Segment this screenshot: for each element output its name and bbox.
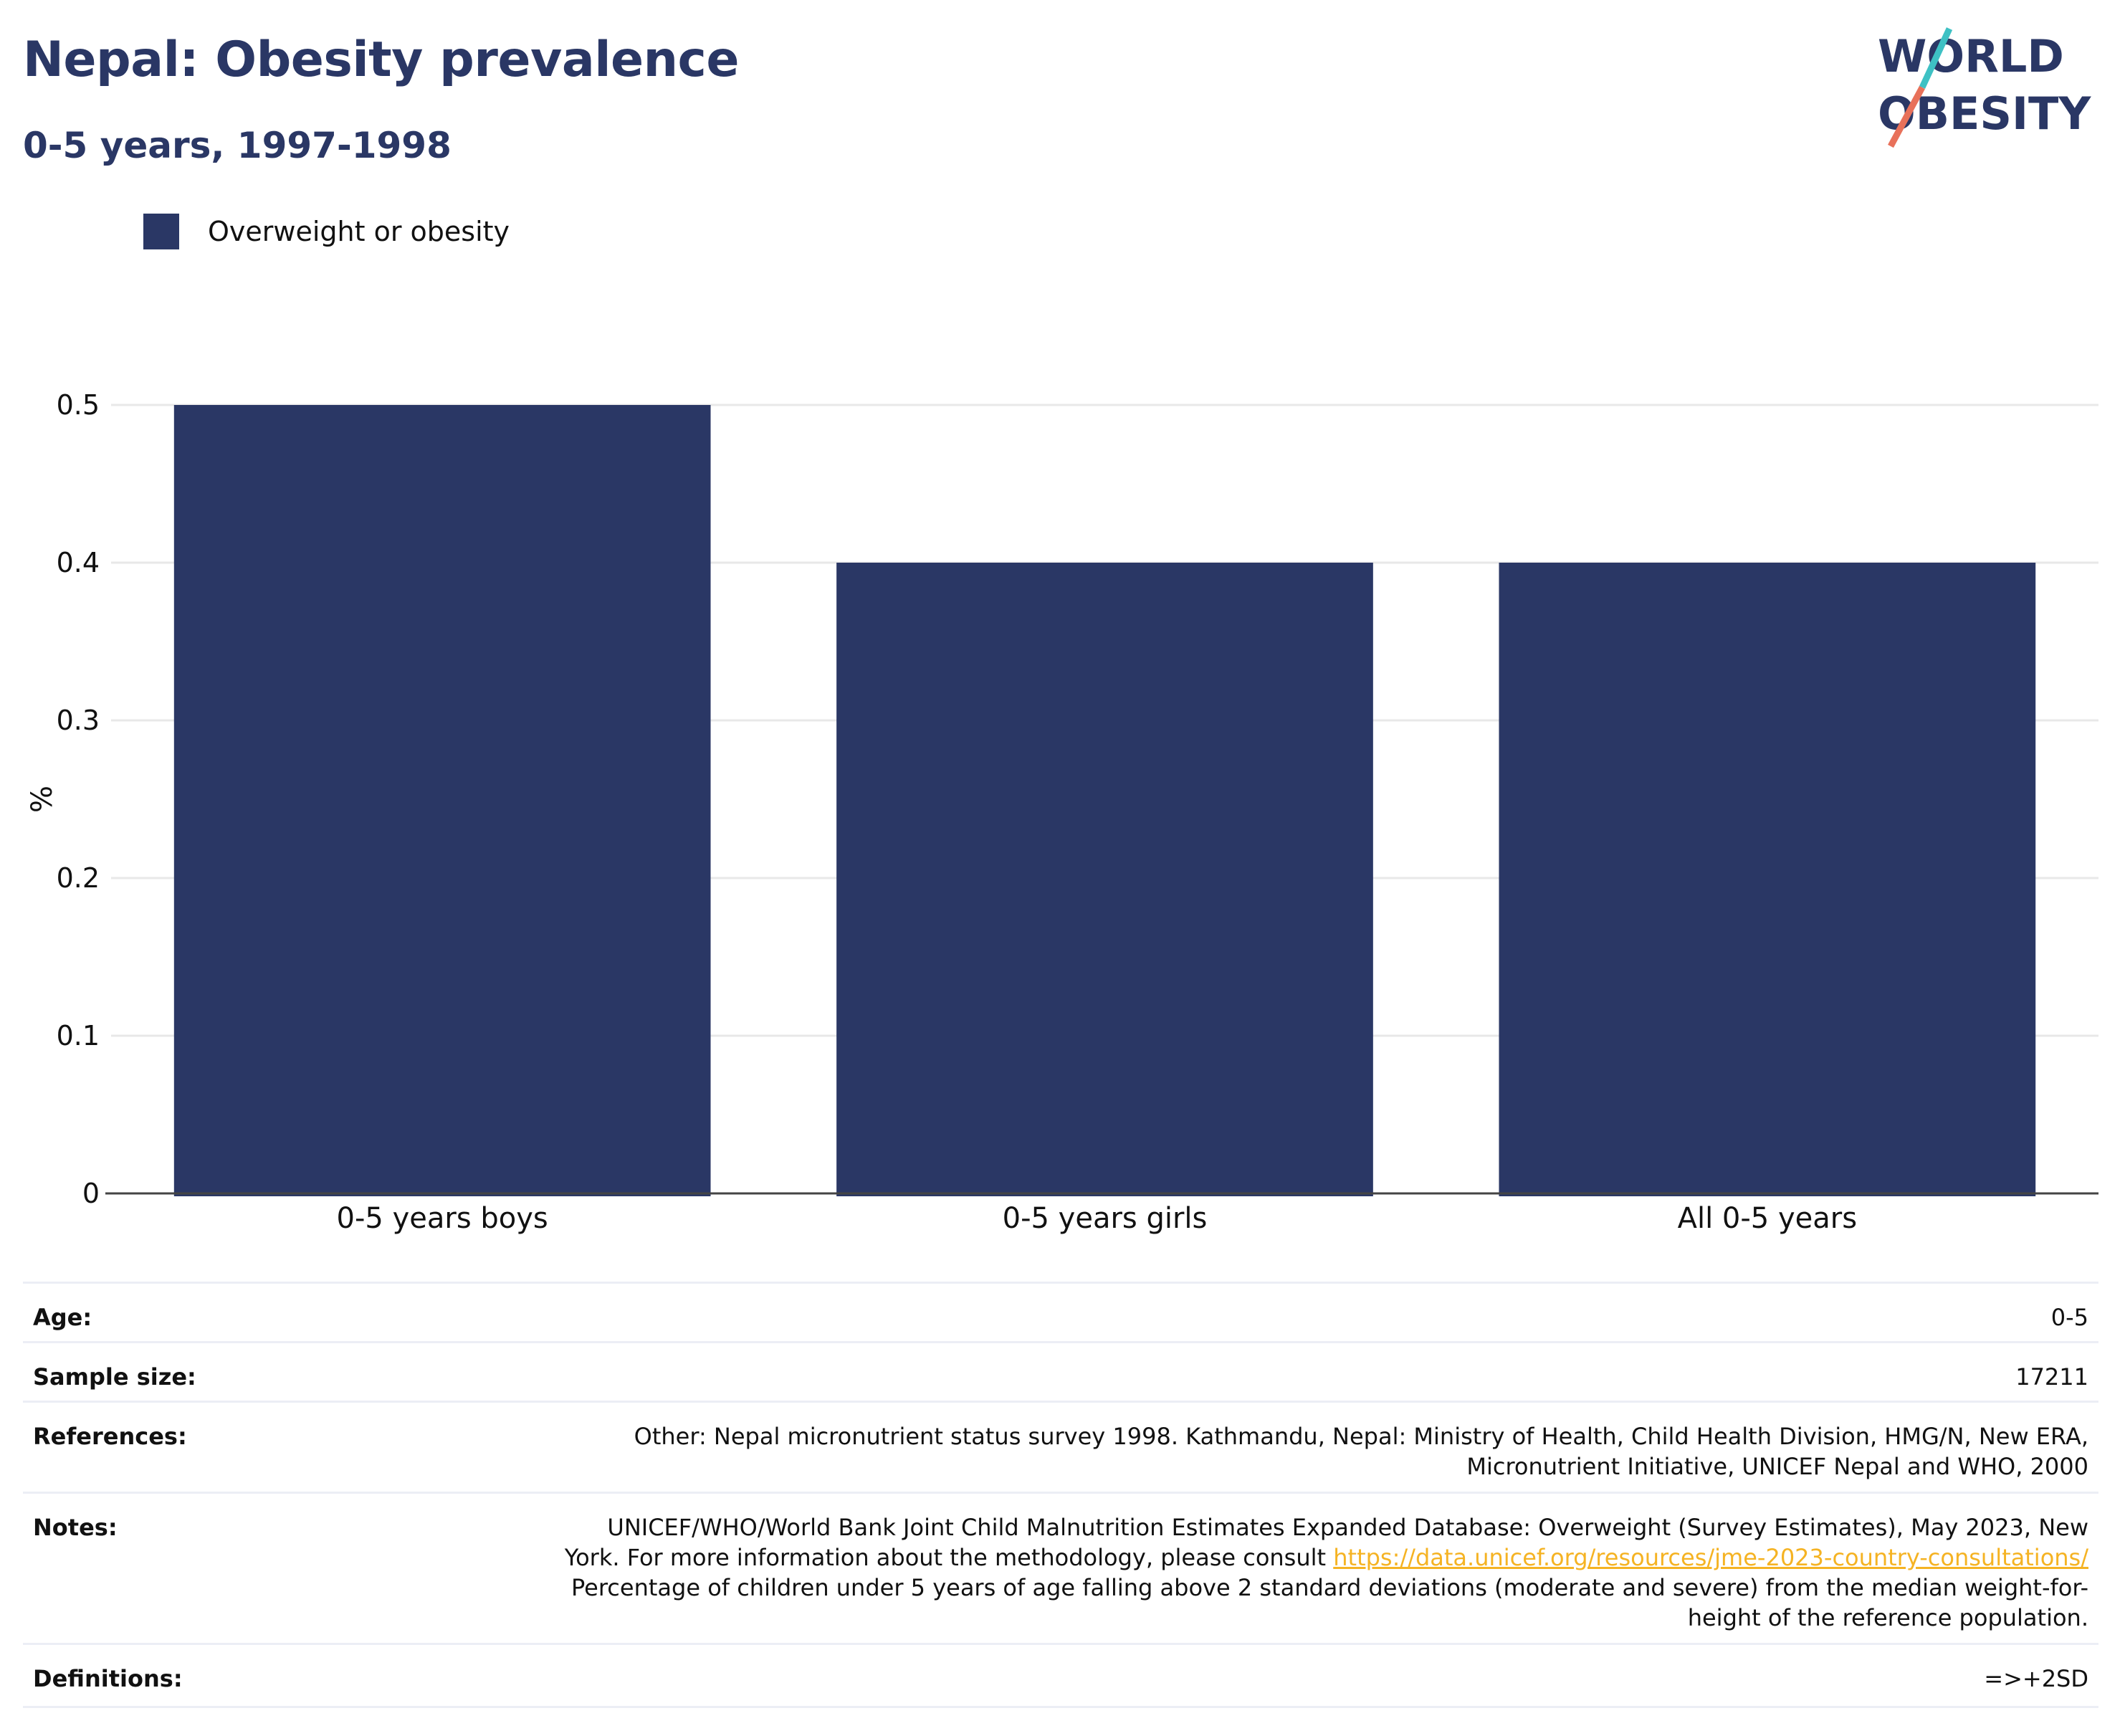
y-tick-label: 0.1 bbox=[57, 1020, 100, 1051]
logo-slash-bottom bbox=[1888, 85, 1925, 148]
bar-chart: 0 0.1 0.2 0.3 0.4 0.5% 0-5 years boys 0-5 years… bbox=[26, 389, 2098, 1235]
bar bbox=[173, 405, 711, 1196]
bar bbox=[836, 563, 1373, 1196]
meta-label-notes: Notes: bbox=[33, 1514, 118, 1541]
meta-row-age: Age: 0-5 bbox=[23, 1282, 2098, 1341]
y-tick-label: 0.4 bbox=[57, 547, 100, 578]
logo-line1: WORLD bbox=[1878, 30, 2064, 82]
y-tick-label: 0.3 bbox=[57, 705, 100, 736]
meta-row-definitions: Definitions: =>+2SD bbox=[23, 1643, 2098, 1707]
references-line2: Micronutrient Initiative, UNICEF Nepal a… bbox=[1466, 1453, 2088, 1480]
legend-swatch-overweight bbox=[143, 214, 179, 249]
meta-row-notes: Notes: UNICEF/WHO/World Bank Joint Child… bbox=[23, 1492, 2098, 1643]
y-tick-label: 0.2 bbox=[57, 862, 100, 894]
meta-label-sample-size: Sample size: bbox=[33, 1363, 196, 1391]
meta-label-age: Age: bbox=[33, 1304, 92, 1331]
y-axis-title: % bbox=[26, 786, 59, 813]
bar bbox=[1499, 563, 2036, 1196]
meta-value-notes: UNICEF/WHO/World Bank Joint Child Malnut… bbox=[334, 1494, 2098, 1643]
meta-label-definitions: Definitions: bbox=[33, 1665, 183, 1692]
notes-line3: Percentage of children under 5 years of … bbox=[571, 1574, 2088, 1601]
meta-value-definitions: =>+2SD bbox=[1984, 1665, 2088, 1692]
meta-label-references: References: bbox=[33, 1423, 187, 1450]
meta-row-references: References: Other: Nepal micronutrient s… bbox=[23, 1401, 2098, 1492]
references-line1: Other: Nepal micronutrient status survey… bbox=[634, 1423, 2088, 1450]
chart-subtitle: 0-5 years, 1997-1998 bbox=[23, 125, 452, 166]
notes-line4: height of the reference population. bbox=[1687, 1604, 2088, 1631]
x-tick-label: All 0-5 years bbox=[1678, 1202, 1857, 1235]
meta-row-sample-size: Sample size: 17211 bbox=[23, 1341, 2098, 1401]
meta-value-age: 0-5 bbox=[2050, 1304, 2088, 1331]
y-tick-label: 0.5 bbox=[57, 389, 100, 421]
world-obesity-logo: WORLD OBESITY bbox=[1878, 27, 2091, 148]
logo-line2: OBESITY bbox=[1878, 87, 2091, 140]
y-tick-label: 0 bbox=[82, 1178, 100, 1209]
notes-line2-prefix: York. For more information about the met… bbox=[564, 1544, 1334, 1571]
x-tick-label: 0-5 years girls bbox=[1003, 1202, 1208, 1235]
legend-label-overweight: Overweight or obesity bbox=[208, 216, 510, 247]
meta-bottom-divider bbox=[23, 1706, 2098, 1708]
logo-slash-top bbox=[1919, 27, 1953, 89]
chart-legend[interactable]: Overweight or obesity bbox=[143, 212, 510, 251]
meta-value-references: Other: Nepal micronutrient status survey… bbox=[334, 1403, 2098, 1492]
notes-line1: UNICEF/WHO/World Bank Joint Child Malnut… bbox=[607, 1514, 2088, 1541]
x-tick-label: 0-5 years boys bbox=[337, 1202, 548, 1235]
chart-title: Nepal: Obesity prevalence bbox=[23, 32, 739, 88]
meta-value-sample-size: 17211 bbox=[2015, 1363, 2088, 1391]
notes-methodology-link[interactable]: https://data.unicef.org/resources/jme-20… bbox=[1333, 1544, 2088, 1571]
